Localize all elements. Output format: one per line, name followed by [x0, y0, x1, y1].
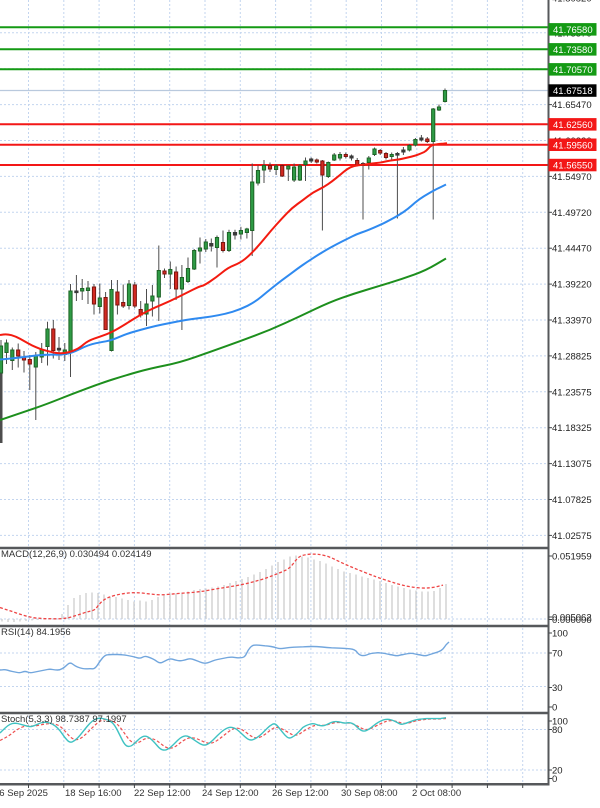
svg-text:2 Oct 08:00: 2 Oct 08:00 — [412, 788, 461, 799]
svg-text:0: 0 — [552, 774, 557, 785]
svg-text:41.59560: 41.59560 — [553, 140, 593, 151]
svg-text:0.051959: 0.051959 — [552, 552, 592, 563]
svg-text:0.000000: 0.000000 — [552, 615, 592, 626]
svg-text:41.70570: 41.70570 — [553, 65, 593, 76]
svg-text:MACD(12,26,9) 0.030494 0.02414: MACD(12,26,9) 0.030494 0.024149 — [1, 549, 152, 560]
svg-text:41.39220: 41.39220 — [552, 280, 592, 291]
svg-text:70: 70 — [552, 649, 563, 660]
svg-text:22 Sep 12:00: 22 Sep 12:00 — [134, 788, 191, 799]
svg-text:RSI(14) 84.1956: RSI(14) 84.1956 — [1, 627, 71, 638]
svg-text:30 Sep 08:00: 30 Sep 08:00 — [341, 788, 398, 799]
svg-text:Stoch(5,3,3) 98.7387 97.1997: Stoch(5,3,3) 98.7387 97.1997 — [1, 714, 127, 725]
svg-text:41.13075: 41.13075 — [552, 459, 592, 470]
svg-text:30: 30 — [552, 683, 563, 694]
svg-text:80: 80 — [552, 725, 563, 736]
svg-text:41.67518: 41.67518 — [553, 86, 593, 97]
svg-text:41.76580: 41.76580 — [553, 25, 593, 36]
svg-text:100: 100 — [552, 717, 568, 728]
svg-text:24 Sep 12:00: 24 Sep 12:00 — [202, 788, 259, 799]
svg-text:0: 0 — [552, 703, 557, 714]
svg-text:41.56550: 41.56550 — [553, 161, 593, 172]
svg-text:0.005062: 0.005062 — [552, 613, 592, 624]
svg-text:41.44470: 41.44470 — [552, 244, 592, 255]
svg-text:41.80820: 41.80820 — [552, 0, 592, 5]
svg-text:41.54970: 41.54970 — [552, 172, 592, 183]
svg-text:41.49720: 41.49720 — [552, 208, 592, 219]
svg-text:41.02575: 41.02575 — [552, 531, 592, 542]
svg-text:41.73580: 41.73580 — [553, 45, 593, 56]
svg-text:18 Sep 16:00: 18 Sep 16:00 — [65, 788, 122, 799]
svg-text:41.33970: 41.33970 — [552, 316, 592, 327]
svg-text:41.23575: 41.23575 — [552, 387, 592, 398]
svg-text:20: 20 — [552, 766, 563, 777]
svg-text:16 Sep 2025: 16 Sep 2025 — [0, 788, 48, 799]
svg-text:41.07825: 41.07825 — [552, 495, 592, 506]
svg-text:100: 100 — [552, 629, 568, 640]
svg-text:41.28825: 41.28825 — [552, 351, 592, 362]
svg-text:41.65470: 41.65470 — [552, 100, 592, 111]
svg-text:41.62560: 41.62560 — [553, 120, 593, 131]
svg-text:26 Sep 12:00: 26 Sep 12:00 — [272, 788, 329, 799]
svg-text:41.18325: 41.18325 — [552, 423, 592, 434]
